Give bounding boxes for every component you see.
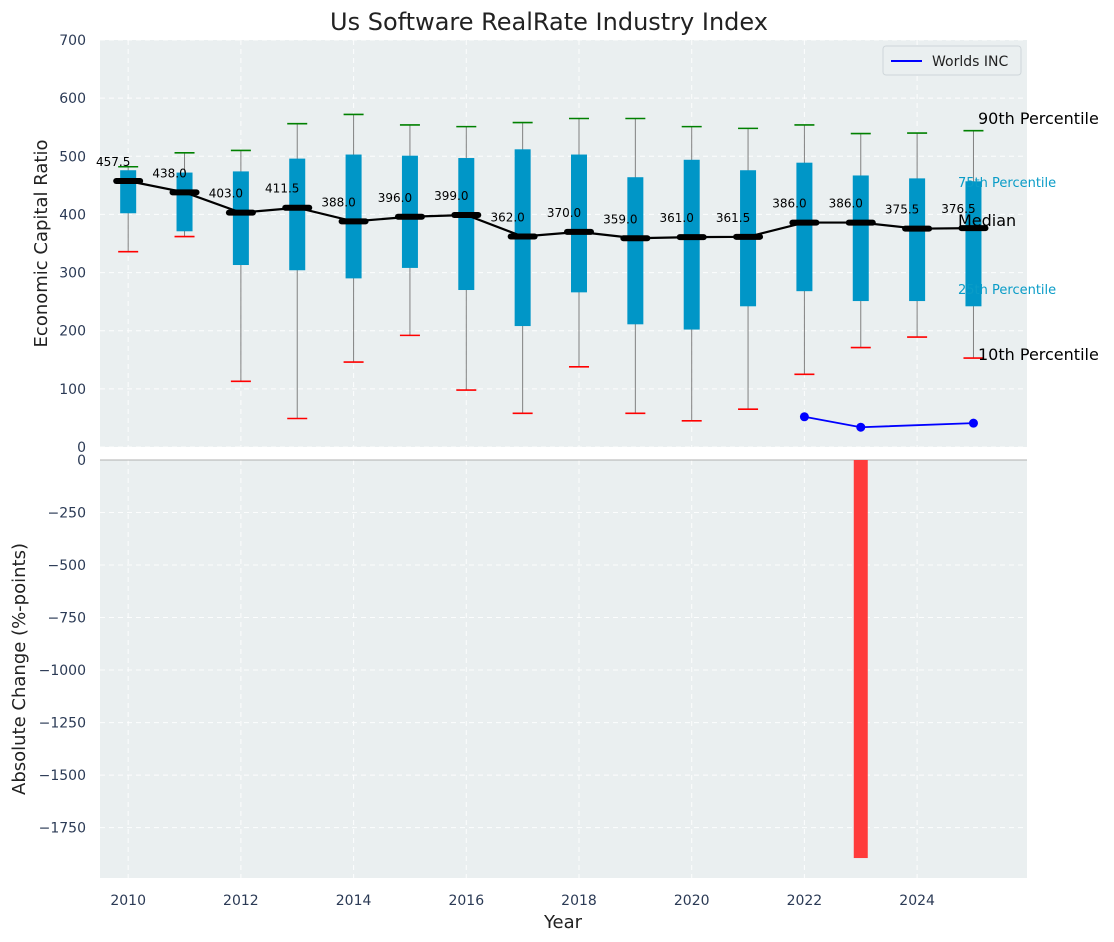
top-y-tick-label: 600 (59, 91, 86, 107)
legend: Worlds INC (882, 45, 1022, 76)
iqr-box (852, 175, 869, 302)
median-value-label: 411.5 (265, 182, 299, 196)
iqr-box (289, 158, 306, 271)
bottom-y-tick-label: −500 (48, 558, 86, 574)
iqr-box (120, 170, 137, 214)
top-y-tick-label: 200 (59, 324, 86, 340)
median-value-label: 362.0 (490, 211, 524, 225)
top-y-tick-label: 300 (59, 266, 86, 282)
top-plot-area (100, 40, 1027, 447)
median-value-label: 438.0 (152, 166, 186, 180)
annotation-90th-percentile: 90th Percentile (978, 109, 1099, 128)
bottom-y-axis-title: Absolute Change (%-points) (9, 543, 30, 795)
worlds-inc-point (968, 418, 978, 428)
median-value-label: 376.5 (941, 202, 975, 216)
median-value-label: 388.0 (321, 195, 355, 209)
median-value-label: 359.0 (603, 212, 637, 226)
iqr-box (401, 155, 418, 268)
x-tick-label: 2014 (336, 893, 372, 909)
bottom-y-tick-label: −1000 (39, 663, 86, 679)
bottom-y-tick-label: −1250 (39, 716, 86, 732)
median-value-label: 396.0 (378, 191, 412, 205)
annotation-10th-percentile: 10th Percentile (978, 345, 1099, 364)
worlds-inc-point (856, 422, 866, 432)
bottom-y-tick-label: −1500 (39, 768, 86, 784)
iqr-box (458, 158, 475, 291)
iqr-box (345, 154, 362, 279)
iqr-box (176, 172, 193, 232)
median-value-label: 403.0 (209, 187, 243, 201)
x-tick-label: 2016 (448, 893, 484, 909)
top-y-tick-label: 400 (59, 207, 86, 223)
bottom-panel-marks (100, 459, 1027, 859)
iqr-box (232, 171, 249, 266)
median-value-label: 386.0 (772, 197, 806, 211)
iqr-box (570, 154, 587, 293)
median-value-label: 399.0 (434, 189, 468, 203)
annotation-75th-percentile: 75th Percentile (958, 176, 1056, 191)
x-axis-title: Year (543, 912, 583, 933)
x-tick-label: 2022 (787, 893, 823, 909)
iqr-box (796, 162, 813, 292)
bottom-y-tick-label: −750 (48, 611, 86, 627)
legend-entry-worlds-inc: Worlds INC (932, 54, 1008, 70)
annotation-25th-percentile: 25th Percentile (958, 283, 1056, 298)
chart-title: Us Software RealRate Industry Index (330, 8, 768, 36)
iqr-box (627, 177, 644, 325)
iqr-box (909, 178, 926, 302)
top-y-tick-label: 0 (77, 440, 86, 456)
median-line (127, 179, 974, 240)
change-bar (853, 460, 868, 859)
x-tick-label: 2024 (899, 893, 935, 909)
x-tick-label: 2010 (110, 893, 146, 909)
top-y-tick-label: 500 (59, 149, 86, 165)
median-value-label: 457.5 (96, 155, 130, 169)
bottom-y-tick-label: −1750 (39, 821, 86, 837)
top-y-tick-label: 700 (59, 33, 86, 49)
x-tick-label: 2018 (561, 893, 597, 909)
worlds-inc-point (799, 412, 809, 422)
median-value-label: 361.5 (716, 211, 750, 225)
legend-box (882, 45, 1022, 76)
median-value-label: 386.0 (829, 197, 863, 211)
top-y-axis-title: Economic Capital Ratio (31, 140, 52, 348)
iqr-box (965, 181, 982, 307)
annotation-median: Median (958, 211, 1016, 230)
top-y-tick-label: 100 (59, 382, 86, 398)
median-value-label: 361.0 (660, 211, 694, 225)
axis-labels: 2010 2012 2014 2016 2018 2020 2022 2024 0 100 200 3… (39, 33, 935, 909)
median-value-label: 370.0 (547, 206, 581, 220)
iqr-box (683, 159, 700, 330)
x-tick-label: 2020 (674, 893, 710, 909)
top-panel-marks: 457.5 438.0 403.0 411.5 388.0 396.0 399.0 362.0… (96, 113, 989, 432)
bottom-y-tick-label: 0 (77, 453, 86, 469)
bottom-plot-area (100, 460, 1027, 878)
bottom-y-tick-label: −250 (48, 506, 86, 522)
median-value-label: 375.5 (885, 203, 919, 217)
x-tick-label: 2012 (223, 893, 259, 909)
